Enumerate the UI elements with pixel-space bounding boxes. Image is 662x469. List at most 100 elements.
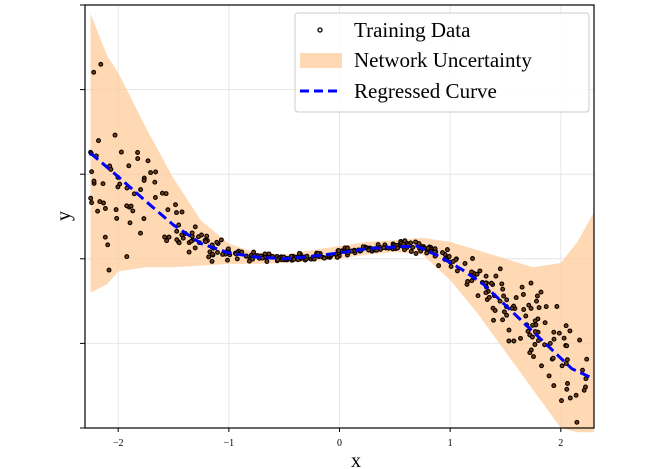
training-point	[506, 327, 512, 333]
training-point	[89, 169, 95, 175]
x-tick-label: −1	[224, 438, 235, 449]
training-point	[521, 307, 527, 312]
training-point	[209, 258, 215, 264]
training-point	[381, 245, 387, 251]
training-point	[275, 257, 281, 263]
training-point	[551, 336, 557, 342]
training-point	[91, 178, 97, 184]
training-point	[179, 232, 185, 238]
training-point	[402, 247, 407, 253]
training-point	[345, 245, 350, 251]
x-tick-label: 1	[448, 438, 453, 449]
training-point	[551, 329, 557, 335]
legend-training-data-marker	[317, 27, 323, 33]
training-point	[203, 239, 209, 245]
training-point	[567, 395, 573, 401]
training-point	[145, 158, 151, 164]
training-point	[210, 251, 215, 257]
training-point	[448, 264, 454, 269]
training-point	[192, 245, 198, 251]
training-point	[102, 234, 108, 240]
x-tick-label: −2	[113, 438, 124, 449]
training-point	[366, 247, 372, 253]
training-point	[218, 237, 224, 243]
training-point	[532, 329, 538, 335]
training-point	[164, 238, 170, 244]
training-point	[114, 215, 120, 221]
training-point	[215, 249, 220, 255]
training-point	[563, 323, 569, 329]
training-point	[500, 286, 506, 292]
training-point	[528, 280, 534, 286]
training-point	[444, 247, 450, 253]
training-point	[153, 169, 159, 175]
training-point	[88, 195, 94, 201]
training-point	[174, 228, 180, 234]
training-point	[179, 209, 185, 215]
training-point	[567, 328, 573, 334]
training-point	[130, 208, 136, 214]
training-point	[561, 335, 567, 341]
training-point	[519, 284, 525, 290]
training-point	[174, 210, 179, 216]
training-point	[135, 156, 141, 162]
training-point	[102, 206, 108, 211]
training-point	[506, 338, 512, 344]
training-point	[564, 357, 570, 363]
training-point	[470, 256, 475, 261]
training-point	[152, 179, 158, 185]
uncertainty-band-area	[90, 13, 594, 433]
regressed-curve-line	[89, 151, 595, 381]
training-point	[523, 313, 529, 319]
training-point	[152, 195, 158, 200]
training-point	[499, 281, 505, 287]
training-point	[556, 330, 562, 336]
training-point	[206, 254, 212, 260]
training-point	[534, 293, 540, 299]
training-point	[395, 245, 401, 251]
training-point	[500, 317, 506, 323]
training-point	[574, 419, 580, 425]
legend-item-training-data: Training Data	[317, 18, 471, 42]
training-point	[225, 257, 230, 263]
training-point	[321, 255, 327, 261]
legend-item-network-uncertainty: Network Uncertainty	[300, 48, 532, 72]
training-point	[532, 318, 538, 324]
training-point	[176, 240, 182, 246]
training-point	[536, 305, 542, 311]
training-point	[550, 355, 556, 361]
training-point	[100, 181, 106, 187]
training-point	[166, 234, 172, 240]
training-point	[291, 256, 297, 262]
training-point	[91, 69, 97, 75]
training-point	[497, 298, 503, 304]
training-point	[527, 350, 533, 356]
uncertainty-band	[90, 13, 594, 433]
training-point	[504, 312, 510, 318]
legend-box	[294, 12, 590, 113]
training-point	[105, 242, 111, 248]
legend-item-regressed-curve: Regressed Curve	[300, 79, 497, 103]
training-point	[469, 269, 475, 275]
training-point	[163, 191, 169, 197]
training-point	[89, 200, 95, 206]
training-point	[264, 259, 270, 264]
training-point	[436, 263, 442, 269]
training-point	[95, 208, 101, 214]
x-axis-ticks: −2 −1 0 1 2	[113, 428, 563, 449]
training-point	[530, 322, 536, 328]
training-point	[543, 304, 549, 310]
training-point	[165, 207, 171, 213]
training-point	[135, 150, 141, 155]
training-point	[501, 293, 507, 299]
training-point	[186, 249, 192, 255]
training-point	[162, 234, 168, 240]
training-point	[581, 387, 587, 393]
training-point	[539, 363, 544, 369]
training-point	[477, 268, 483, 274]
training-point	[176, 222, 182, 228]
training-point	[192, 224, 198, 230]
training-point	[141, 177, 147, 183]
x-axis-label: x	[351, 450, 361, 469]
